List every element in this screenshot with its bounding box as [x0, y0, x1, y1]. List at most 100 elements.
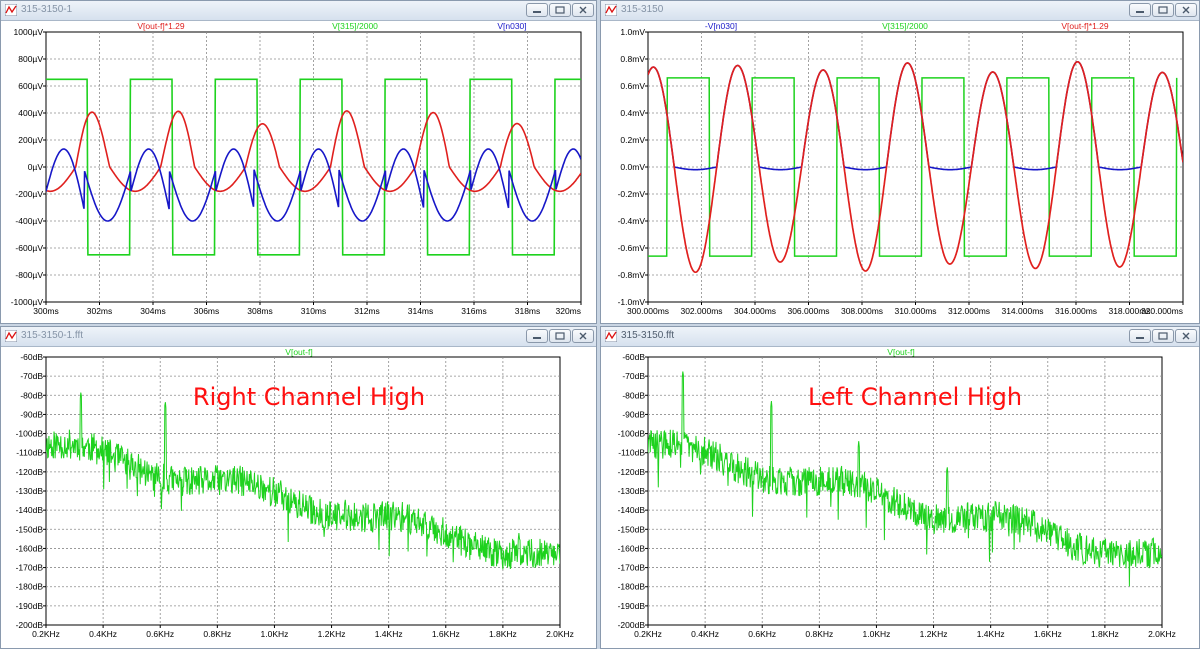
minimize-button[interactable] — [526, 3, 548, 17]
y-tick-label: -80dB — [20, 390, 43, 400]
trace-label[interactable]: V[out-f]*1.29 — [1061, 21, 1109, 31]
y-tick-label: -120dB — [16, 467, 44, 477]
y-tick-label: -60dB — [20, 352, 43, 362]
y-tick-label: -1.0mV — [618, 297, 646, 307]
waveform-window-right-transient[interactable]: 315-3150-1 1000µV 800µV 600µV 400µV 200µV 0µV… — [0, 0, 597, 324]
transient-plot[interactable]: 1.0mV 0.8mV 0.6mV 0.4mV 0.2mV 0.0mV -0.2mV -0.4… — [601, 21, 1199, 323]
x-tick-label: 300ms — [33, 306, 59, 316]
trace-label[interactable]: V[315]/2000 — [332, 21, 378, 31]
red-trace — [648, 60, 1183, 274]
restore-button[interactable] — [549, 3, 571, 17]
trace-label[interactable]: V[out-f]*1.29 — [137, 21, 185, 31]
window-title: 315-3150-1 — [21, 4, 73, 15]
fft-plot[interactable]: -60dB -70dB -80dB -90dB -100dB -110dB -120dB -1… — [601, 347, 1199, 648]
waveform-window-left-transient[interactable]: 315-3150 1.0mV 0.8mV 0.6mV 0.4mV 0.2mV 0.0mV -… — [600, 0, 1200, 324]
y-tick-label: 800µV — [18, 54, 43, 64]
y-tick-label: -120dB — [618, 467, 646, 477]
y-tick-label: -130dB — [618, 486, 646, 496]
x-tick-label: 0.8KHz — [805, 629, 833, 639]
grid — [43, 356, 561, 628]
x-tick-label: 0.4KHz — [89, 629, 117, 639]
minimize-button[interactable] — [1129, 3, 1151, 17]
fft-window-right-channel[interactable]: 315-3150-1.fft -60dB -70dB -80dB -90dB -100d… — [0, 326, 597, 649]
restore-button[interactable] — [1152, 3, 1174, 17]
y-tick-label: -400µV — [15, 216, 43, 226]
x-tick-label: 0.2KHz — [32, 629, 60, 639]
transient-plot[interactable]: 1000µV 800µV 600µV 400µV 200µV 0µV -200µV -400µ… — [1, 21, 596, 323]
y-tick-label: -110dB — [618, 448, 645, 458]
x-tick-label: 1.0KHz — [261, 629, 289, 639]
x-tick-label: 1.2KHz — [920, 629, 948, 639]
restore-button[interactable] — [1152, 329, 1174, 343]
window-titlebar[interactable]: 315-3150-1 — [1, 1, 596, 21]
fft-window-left-channel[interactable]: 315-3150.fft -60dB -70dB -80dB -90dB -100dB -… — [600, 326, 1200, 649]
y-tick-label: -150dB — [618, 524, 646, 534]
grid — [645, 356, 1163, 628]
y-tick-label: 400µV — [18, 108, 43, 118]
y-tick-label: -170dB — [16, 563, 44, 573]
minimize-button[interactable] — [526, 329, 548, 343]
window-titlebar[interactable]: 315-3150.fft — [601, 327, 1199, 347]
x-tick-label: 300.000ms — [627, 306, 669, 316]
y-tick-label: 0.8mV — [620, 54, 645, 64]
x-tick-label: 1.4KHz — [977, 629, 1005, 639]
y-tick-label: -800µV — [15, 270, 43, 280]
y-tick-label: -200dB — [618, 620, 646, 630]
close-button[interactable] — [1175, 3, 1197, 17]
trace-label[interactable]: -V[n030] — [705, 21, 737, 31]
x-tick-label: 318.000ms — [1108, 306, 1150, 316]
y-tick-label: 0µV — [28, 162, 44, 172]
y-tick-label: -180dB — [618, 582, 646, 592]
x-tick-label: 308ms — [247, 306, 273, 316]
close-button[interactable] — [572, 3, 594, 17]
y-tick-label: -190dB — [618, 601, 646, 611]
waveform-app-icon — [5, 4, 17, 16]
trace-label[interactable]: V[315]/2000 — [882, 21, 928, 31]
x-tick-label: 1.8KHz — [1091, 629, 1119, 639]
y-tick-label: -600µV — [15, 243, 43, 253]
y-tick-label: -90dB — [20, 409, 43, 419]
y-tick-label: -0.4mV — [618, 216, 646, 226]
x-tick-label: 318ms — [515, 306, 541, 316]
trace-label[interactable]: V[out-f] — [887, 347, 914, 357]
y-tick-label: -70dB — [20, 371, 43, 381]
window-title: 315-3150 — [621, 4, 664, 15]
y-tick-label: -0.6mV — [618, 243, 646, 253]
restore-button[interactable] — [549, 329, 571, 343]
y-tick-label: -190dB — [16, 601, 44, 611]
channel-headline: Left Channel High — [808, 383, 1022, 411]
y-tick-label: -140dB — [16, 505, 44, 515]
y-tick-label: -130dB — [16, 486, 44, 496]
x-tick-label: 0.6KHz — [146, 629, 174, 639]
trace-label[interactable]: V[out-f] — [285, 347, 312, 357]
close-button[interactable] — [572, 329, 594, 343]
window-titlebar[interactable]: 315-3150-1.fft — [1, 327, 596, 347]
x-tick-label: 312.000ms — [948, 306, 990, 316]
x-tick-label: 1.4KHz — [375, 629, 403, 639]
window-titlebar[interactable]: 315-3150 — [601, 1, 1199, 21]
y-tick-label: -60dB — [622, 352, 645, 362]
y-tick-label: -160dB — [618, 543, 646, 553]
x-tick-label: 302.000ms — [680, 306, 722, 316]
y-tick-label: -100dB — [16, 429, 44, 439]
y-tick-label: 0.6mV — [620, 81, 645, 91]
fft-plot[interactable]: -60dB -70dB -80dB -90dB -100dB -110dB -120dB -1… — [1, 347, 596, 648]
trace-label[interactable]: V[n030] — [497, 21, 526, 31]
spectrum-trace — [46, 392, 560, 570]
green-trace — [648, 77, 1178, 257]
x-tick-label: 302ms — [87, 306, 113, 316]
x-tick-label: 310ms — [301, 306, 327, 316]
y-tick-label: 0.0mV — [620, 162, 645, 172]
x-tick-label: 306.000ms — [787, 306, 829, 316]
y-tick-label: 1.0mV — [620, 27, 645, 37]
y-tick-label: 0.4mV — [620, 108, 645, 118]
y-tick-label: -1000µV — [11, 297, 44, 307]
x-tick-label: 316ms — [461, 306, 487, 316]
y-tick-label: -90dB — [622, 409, 645, 419]
close-button[interactable] — [1175, 329, 1197, 343]
x-tick-label: 320ms — [555, 306, 581, 316]
grid — [43, 31, 582, 305]
x-tick-label: 0.4KHz — [691, 629, 719, 639]
minimize-button[interactable] — [1129, 329, 1151, 343]
x-tick-label: 306ms — [194, 306, 220, 316]
